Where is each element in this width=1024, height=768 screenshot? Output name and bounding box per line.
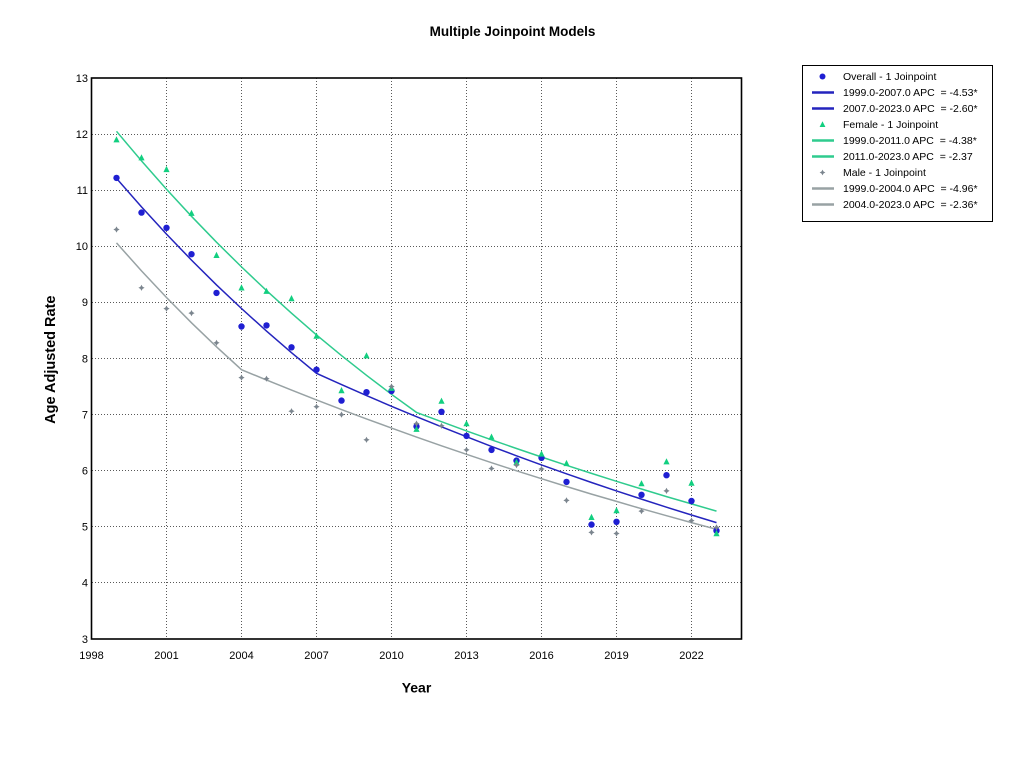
svg-text:1998: 1998 [79,650,103,662]
svg-text:2007.0-2023.0 APC = -2.60*: 2007.0-2023.0 APC = -2.60* [843,103,978,115]
svg-text:2016: 2016 [529,650,553,662]
svg-text:Age Adjusted Rate: Age Adjusted Rate [43,296,59,424]
svg-text:10: 10 [76,241,88,253]
svg-text:3: 3 [82,634,88,646]
svg-text:11: 11 [77,185,88,197]
svg-text:2013: 2013 [454,650,478,662]
svg-text:2011.0-2023.0 APC = -2.37: 2011.0-2023.0 APC = -2.37 [843,151,973,163]
svg-text:2004: 2004 [229,650,253,662]
svg-text:13: 13 [76,73,88,85]
svg-text:2001: 2001 [154,650,178,662]
svg-text:Overall - 1 Joinpoint: Overall - 1 Joinpoint [843,71,936,83]
svg-text:4: 4 [82,578,88,590]
svg-text:2004.0-2023.0 APC = -2.36*: 2004.0-2023.0 APC = -2.36* [843,199,978,211]
svg-text:Multiple Joinpoint Models: Multiple Joinpoint Models [430,24,596,39]
svg-text:7: 7 [82,409,88,421]
svg-text:2007: 2007 [304,650,328,662]
svg-text:8: 8 [82,353,88,365]
svg-text:1999.0-2004.0 APC = -4.96*: 1999.0-2004.0 APC = -4.96* [843,183,978,195]
svg-text:5: 5 [82,522,88,534]
svg-text:1999.0-2011.0 APC = -4.38*: 1999.0-2011.0 APC = -4.38* [843,135,977,147]
svg-text:Male - 1 Joinpoint: Male - 1 Joinpoint [843,167,926,179]
svg-text:2022: 2022 [679,650,703,662]
svg-text:2010: 2010 [379,650,403,662]
svg-text:12: 12 [76,129,88,141]
svg-text:Year: Year [402,680,432,696]
svg-text:1999.0-2007.0 APC = -4.53*: 1999.0-2007.0 APC = -4.53* [843,87,978,99]
svg-text:9: 9 [82,297,88,309]
svg-text:Female - 1 Joinpoint: Female - 1 Joinpoint [843,119,938,131]
svg-text:6: 6 [82,466,88,478]
svg-text:2019: 2019 [604,650,628,662]
